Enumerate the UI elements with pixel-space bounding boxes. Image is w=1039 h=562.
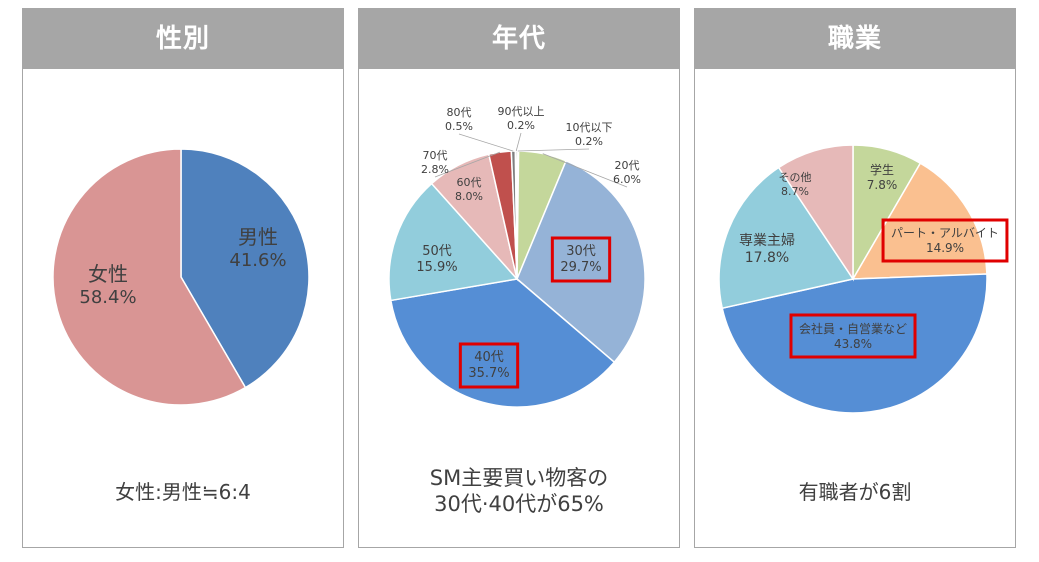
pie-slice-90 (514, 150, 518, 280)
slice-name-label: 40代 (474, 350, 504, 365)
slice-value-label: 43.8% (834, 337, 872, 351)
slice-name-label: 20代 (615, 159, 640, 172)
slice-name-label: 女性 (88, 262, 128, 286)
age-caption: SM主要買い物客の 30代·40代が65% (359, 465, 679, 517)
slice-value-label: 58.4% (79, 287, 136, 308)
leader-line-20 (542, 153, 628, 188)
slice-name-label: 男性 (238, 225, 278, 249)
age-panel: 年代 10代以下 0.2% 20代 6.0% 30代 29.7% 40代 35.7% 50代 15… (358, 8, 680, 548)
slice-value-label: 8.0% (455, 190, 483, 203)
slice-name-label: 学生 (870, 162, 894, 177)
occupation-caption: 有職者が6割 (798, 480, 912, 504)
slice-value-label: 29.7% (560, 260, 601, 275)
slice-value-label: 35.7% (468, 366, 509, 381)
pie-slice-slice-1 (52, 148, 247, 406)
slice-value-label: 15.9% (416, 260, 457, 275)
leader-line-10 (517, 148, 590, 152)
pie-slice-50 (388, 182, 519, 302)
pie-slice-slice-4 (777, 144, 854, 282)
age-panel-title: 年代 (359, 9, 679, 69)
slice-name-label: 専業主婦 (739, 232, 795, 249)
slice-value-label: 2.8% (421, 163, 449, 176)
slice-value-label: 14.9% (926, 241, 964, 255)
pie-labels: 10代以下0.2%20代6.0%30代29.7%40代35.7%50代15.9%… (416, 105, 641, 389)
slice-value-label: 0.2% (575, 135, 603, 148)
pie-slice-30 (516, 159, 646, 364)
slice-value-label: 7.8% (867, 178, 898, 192)
pie-slice-slice-0 (180, 148, 310, 389)
slice-name-label: 30代 (566, 244, 596, 259)
slice-value-label: 0.2% (507, 119, 535, 132)
pie-slice-slice-2 (721, 273, 988, 414)
slice-name-label: 50代 (422, 244, 452, 259)
slice-name-label: 90代以上 (498, 105, 545, 118)
highlight-box (789, 313, 917, 359)
slice-value-label: 17.8% (745, 250, 789, 266)
slice-value-label: 41.6% (229, 250, 286, 271)
highlight-box (550, 236, 612, 283)
age-caption-line-2: 30代·40代が65% (434, 492, 604, 516)
slice-name-label: 80代 (447, 106, 472, 119)
slice-value-label: 6.0% (613, 173, 641, 186)
gender-panel-title: 性別 (23, 9, 343, 69)
pie-slices (718, 144, 988, 414)
slice-name-label: 会社員・自営業など (799, 321, 907, 336)
slice-name-label: 60代 (457, 176, 482, 189)
occupation-panel-title: 職業 (695, 9, 1015, 69)
age-caption-line-1: SM主要買い物客の (429, 466, 609, 490)
slice-value-label: 8.7% (781, 185, 809, 198)
highlight-box (881, 218, 1009, 263)
age-pie-chart: 10代以下0.2%20代6.0%30代29.7%40代35.7%50代15.9%… (388, 105, 646, 408)
leader-line-90 (515, 132, 522, 152)
pie-slice-slice-3 (718, 166, 855, 310)
occupation-panel: 職業 学生 7.8% パート・アルバイト 14.9% 会社員・自営業など 43.8% 専業主… (694, 8, 1016, 548)
slice-name-label: パート・アルバイト (891, 226, 999, 240)
slice-value-label: 0.5% (445, 120, 473, 133)
slice-name-label: その他 (779, 171, 812, 184)
pie-slices (52, 148, 310, 406)
gender-caption: 女性:男性≒6:4 (115, 480, 251, 504)
slice-name-label: 10代以下 (566, 121, 613, 134)
leader-line-70 (434, 151, 501, 178)
gender-panel: 性別 男性 41.6% 女性 58.4% 女性:男性≒6:4 (22, 8, 344, 548)
leader-line-80 (458, 133, 514, 152)
highlight-box (458, 342, 520, 389)
slice-name-label: 70代 (423, 149, 448, 162)
